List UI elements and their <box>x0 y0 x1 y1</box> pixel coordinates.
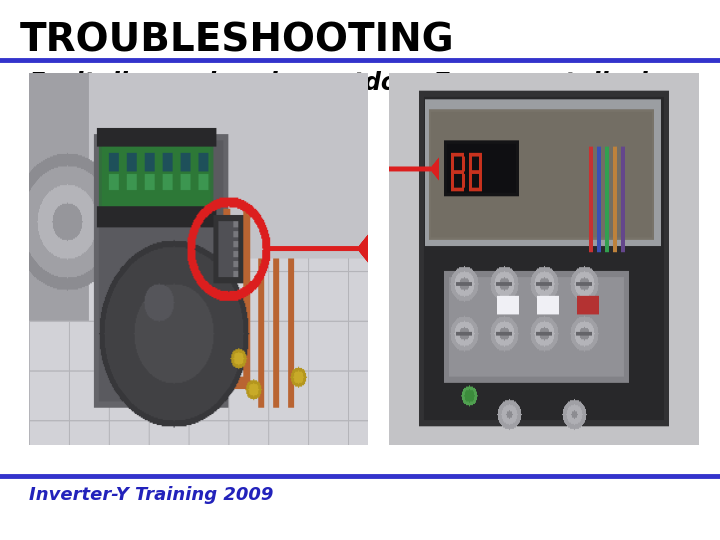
Text: TROUBLESHOOTING: TROUBLESHOOTING <box>20 22 455 59</box>
Text: Fault diagnosis using outdoor 7-segment display: Fault diagnosis using outdoor 7-segment … <box>29 71 678 95</box>
Text: Inverter-Y Training 2009: Inverter-Y Training 2009 <box>29 486 273 504</box>
